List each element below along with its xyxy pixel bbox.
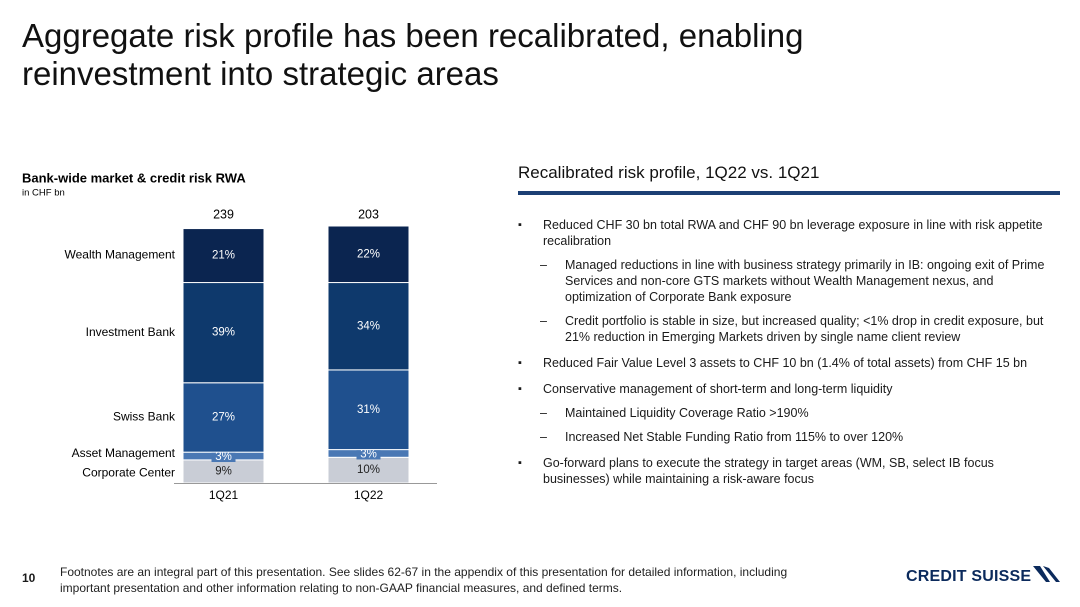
label-bg <box>356 447 381 460</box>
data-label: 27% <box>212 411 235 423</box>
series-label: Swiss Bank <box>113 410 176 424</box>
title-line: reinvestment into strategic areas <box>22 55 499 92</box>
x-tick-label: 1Q21 <box>209 488 239 502</box>
data-label: 21% <box>212 250 235 262</box>
data-label: 22% <box>357 248 380 260</box>
bullet: Reduced CHF 30 bn total RWA and CHF 90 b… <box>518 217 1055 249</box>
total-label: 203 <box>358 207 379 221</box>
bar-segment <box>327 282 410 371</box>
page-number: 10 <box>22 571 36 585</box>
bar-segment <box>327 369 410 451</box>
footnote-line: Footnotes are an integral part of this p… <box>60 565 788 579</box>
footnote-line: important presentation and other informa… <box>60 581 623 595</box>
bullet-list: Reduced CHF 30 bn total RWA and CHF 90 b… <box>518 217 1060 487</box>
logo: CREDIT SUISSE <box>906 568 1032 585</box>
slide-title: Aggregate risk profile has been recalibr… <box>22 17 804 93</box>
sub-bullet: Increased Net Stable Funding Ratio from … <box>518 429 1055 445</box>
label-bg <box>211 450 236 463</box>
data-label: 9% <box>215 465 232 477</box>
data-label: 34% <box>357 320 380 332</box>
text-panel: Recalibrated risk profile, 1Q22 vs. 1Q21… <box>518 163 1060 487</box>
data-label: 39% <box>212 327 235 339</box>
series-label: Wealth Management <box>64 248 175 262</box>
bullet: Go-forward plans to execute the strategy… <box>518 455 1055 487</box>
sub-bullet: Credit portfolio is stable in size, but … <box>518 313 1055 345</box>
bullet: Conservative management of short-term an… <box>518 381 1055 397</box>
data-label: 31% <box>357 404 380 416</box>
panel-heading: Recalibrated risk profile, 1Q22 vs. 1Q21 <box>518 163 1060 195</box>
data-label: 3% <box>360 448 377 460</box>
bullet: Reduced Fair Value Level 3 assets to CHF… <box>518 355 1055 371</box>
series-label: Corporate Center <box>82 466 175 480</box>
data-label: 10% <box>357 464 380 476</box>
data-label: 3% <box>215 451 232 463</box>
sub-bullet: Managed reductions in line with business… <box>518 257 1055 305</box>
title-line: Aggregate risk profile has been recalibr… <box>22 17 804 54</box>
bar-segment <box>182 382 265 453</box>
bar-segment <box>327 225 410 284</box>
chart-title: Bank-wide market & credit risk RWA <box>22 170 246 185</box>
series-label: Asset Management <box>72 446 176 460</box>
total-label: 239 <box>213 207 234 221</box>
bar-segment <box>182 228 265 284</box>
bar-segment <box>327 456 410 484</box>
series-label: Investment Bank <box>86 325 176 339</box>
bar-segment <box>182 282 265 384</box>
footnote: Footnotes are an integral part of this p… <box>60 564 787 596</box>
chart-subtitle: in CHF bn <box>22 188 65 199</box>
x-tick-label: 1Q22 <box>354 488 384 502</box>
sub-bullet: Maintained Liquidity Coverage Ratio >190… <box>518 405 1055 421</box>
